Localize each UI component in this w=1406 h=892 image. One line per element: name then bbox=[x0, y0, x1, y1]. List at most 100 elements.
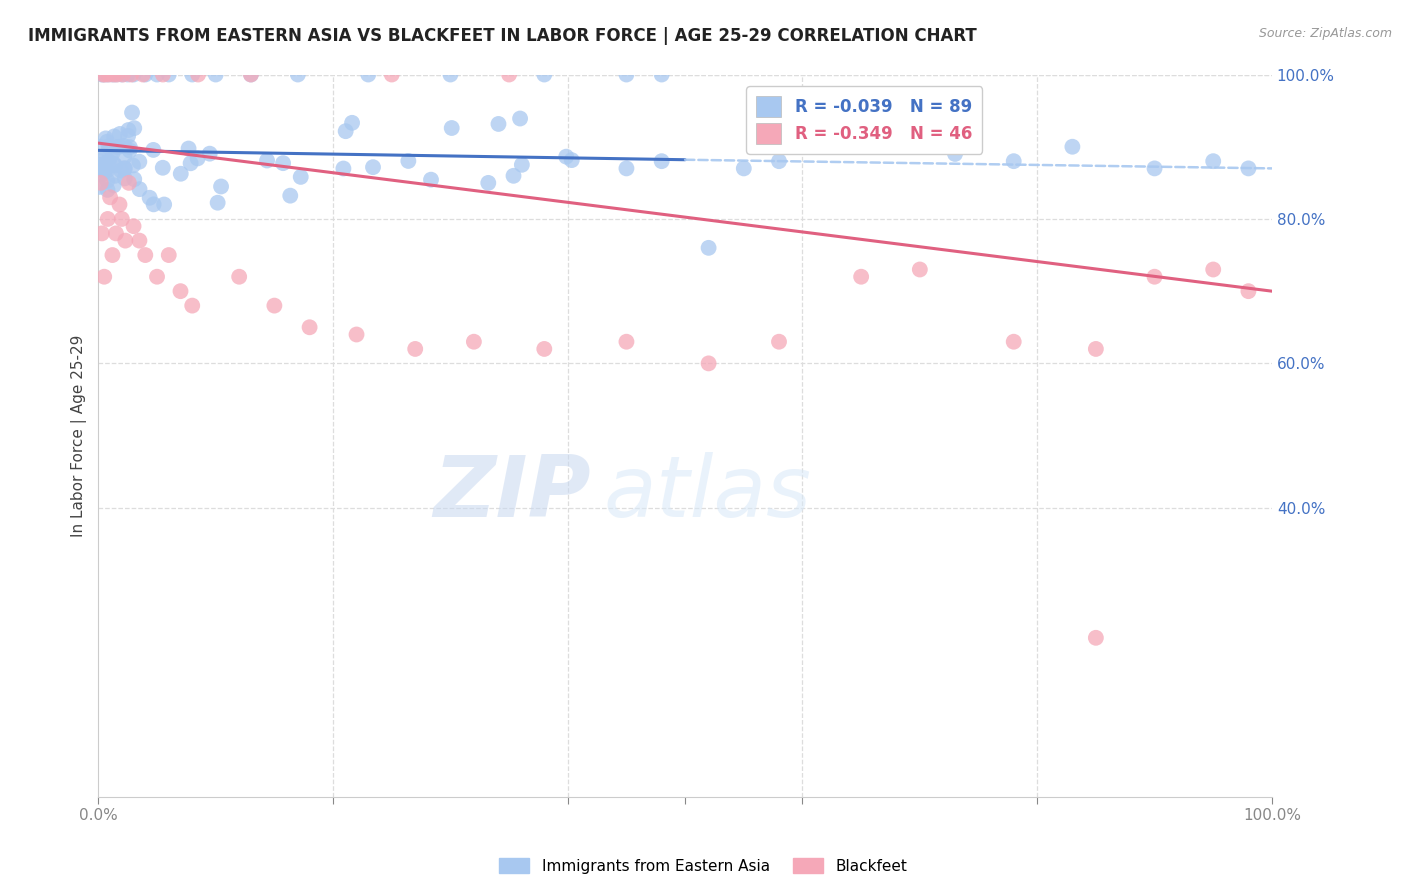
Point bbox=[616, 68, 638, 82]
Point bbox=[488, 117, 510, 131]
Point bbox=[510, 158, 533, 172]
Point bbox=[96, 163, 118, 178]
Point bbox=[90, 68, 112, 82]
Point bbox=[177, 142, 200, 156]
Point bbox=[228, 269, 250, 284]
Point bbox=[561, 153, 583, 167]
Point bbox=[239, 68, 262, 82]
Point bbox=[616, 161, 638, 176]
Point bbox=[105, 140, 128, 154]
Point bbox=[117, 68, 139, 82]
Point bbox=[132, 68, 155, 82]
Point bbox=[101, 68, 124, 82]
Point bbox=[89, 180, 111, 194]
Point bbox=[111, 211, 134, 226]
Point bbox=[93, 164, 115, 178]
Point bbox=[697, 356, 720, 370]
Point bbox=[112, 161, 135, 176]
Point bbox=[128, 154, 150, 169]
Point bbox=[152, 161, 174, 175]
Point bbox=[181, 299, 204, 313]
Point bbox=[93, 68, 115, 82]
Point bbox=[1062, 140, 1084, 154]
Point bbox=[509, 112, 531, 126]
Point bbox=[1143, 161, 1166, 176]
Point bbox=[90, 176, 112, 190]
Point bbox=[768, 334, 790, 349]
Point bbox=[651, 154, 673, 169]
Point bbox=[271, 156, 294, 170]
Point bbox=[256, 153, 278, 168]
Point bbox=[404, 342, 426, 356]
Point bbox=[1202, 262, 1225, 277]
Point bbox=[103, 68, 125, 82]
Point bbox=[93, 269, 115, 284]
Point bbox=[298, 320, 321, 334]
Point bbox=[651, 68, 673, 82]
Point bbox=[91, 161, 114, 175]
Point bbox=[332, 161, 354, 176]
Point bbox=[886, 89, 908, 103]
Point bbox=[1002, 334, 1025, 349]
Point bbox=[346, 327, 368, 342]
Point bbox=[134, 68, 156, 82]
Text: IMMIGRANTS FROM EASTERN ASIA VS BLACKFEET IN LABOR FORCE | AGE 25-29 CORRELATION: IMMIGRANTS FROM EASTERN ASIA VS BLACKFEE… bbox=[28, 27, 977, 45]
Point bbox=[420, 172, 443, 186]
Point bbox=[98, 150, 121, 164]
Point bbox=[157, 248, 180, 262]
Point bbox=[138, 191, 160, 205]
Point bbox=[1143, 269, 1166, 284]
Point bbox=[104, 68, 127, 82]
Point bbox=[114, 234, 136, 248]
Point bbox=[1002, 154, 1025, 169]
Point bbox=[89, 158, 111, 172]
Point bbox=[198, 146, 221, 161]
Point bbox=[335, 124, 357, 138]
Point bbox=[118, 144, 141, 158]
Point bbox=[94, 151, 117, 165]
Point bbox=[89, 139, 111, 153]
Point bbox=[94, 68, 117, 82]
Point bbox=[114, 161, 136, 176]
Point bbox=[97, 68, 120, 82]
Point bbox=[207, 195, 229, 210]
Text: ZIP: ZIP bbox=[433, 452, 592, 535]
Point bbox=[120, 68, 142, 82]
Point bbox=[97, 68, 120, 82]
Point bbox=[104, 227, 127, 241]
Point bbox=[555, 150, 578, 164]
Point bbox=[112, 139, 135, 153]
Point bbox=[128, 234, 150, 248]
Point bbox=[142, 197, 165, 211]
Point bbox=[181, 68, 204, 82]
Point bbox=[122, 172, 145, 186]
Point bbox=[128, 182, 150, 196]
Point bbox=[94, 131, 117, 145]
Point bbox=[170, 167, 193, 181]
Text: atlas: atlas bbox=[603, 452, 811, 535]
Point bbox=[96, 174, 118, 188]
Point bbox=[204, 68, 226, 82]
Point bbox=[114, 171, 136, 186]
Point bbox=[477, 176, 499, 190]
Point bbox=[117, 128, 139, 143]
Point bbox=[187, 152, 209, 166]
Point bbox=[278, 188, 301, 202]
Legend: R = -0.039   N = 89, R = -0.349   N = 46: R = -0.039 N = 89, R = -0.349 N = 46 bbox=[747, 87, 981, 153]
Point bbox=[287, 68, 309, 82]
Point bbox=[340, 116, 363, 130]
Point bbox=[169, 284, 191, 298]
Point bbox=[616, 334, 638, 349]
Point bbox=[463, 334, 485, 349]
Point bbox=[396, 153, 419, 168]
Point bbox=[97, 211, 120, 226]
Point bbox=[381, 68, 404, 82]
Point bbox=[110, 163, 132, 178]
Point bbox=[533, 68, 555, 82]
Point bbox=[111, 68, 134, 82]
Point bbox=[89, 160, 111, 174]
Point bbox=[122, 121, 145, 136]
Point bbox=[90, 159, 112, 173]
Text: Source: ZipAtlas.com: Source: ZipAtlas.com bbox=[1258, 27, 1392, 40]
Point bbox=[146, 68, 169, 82]
